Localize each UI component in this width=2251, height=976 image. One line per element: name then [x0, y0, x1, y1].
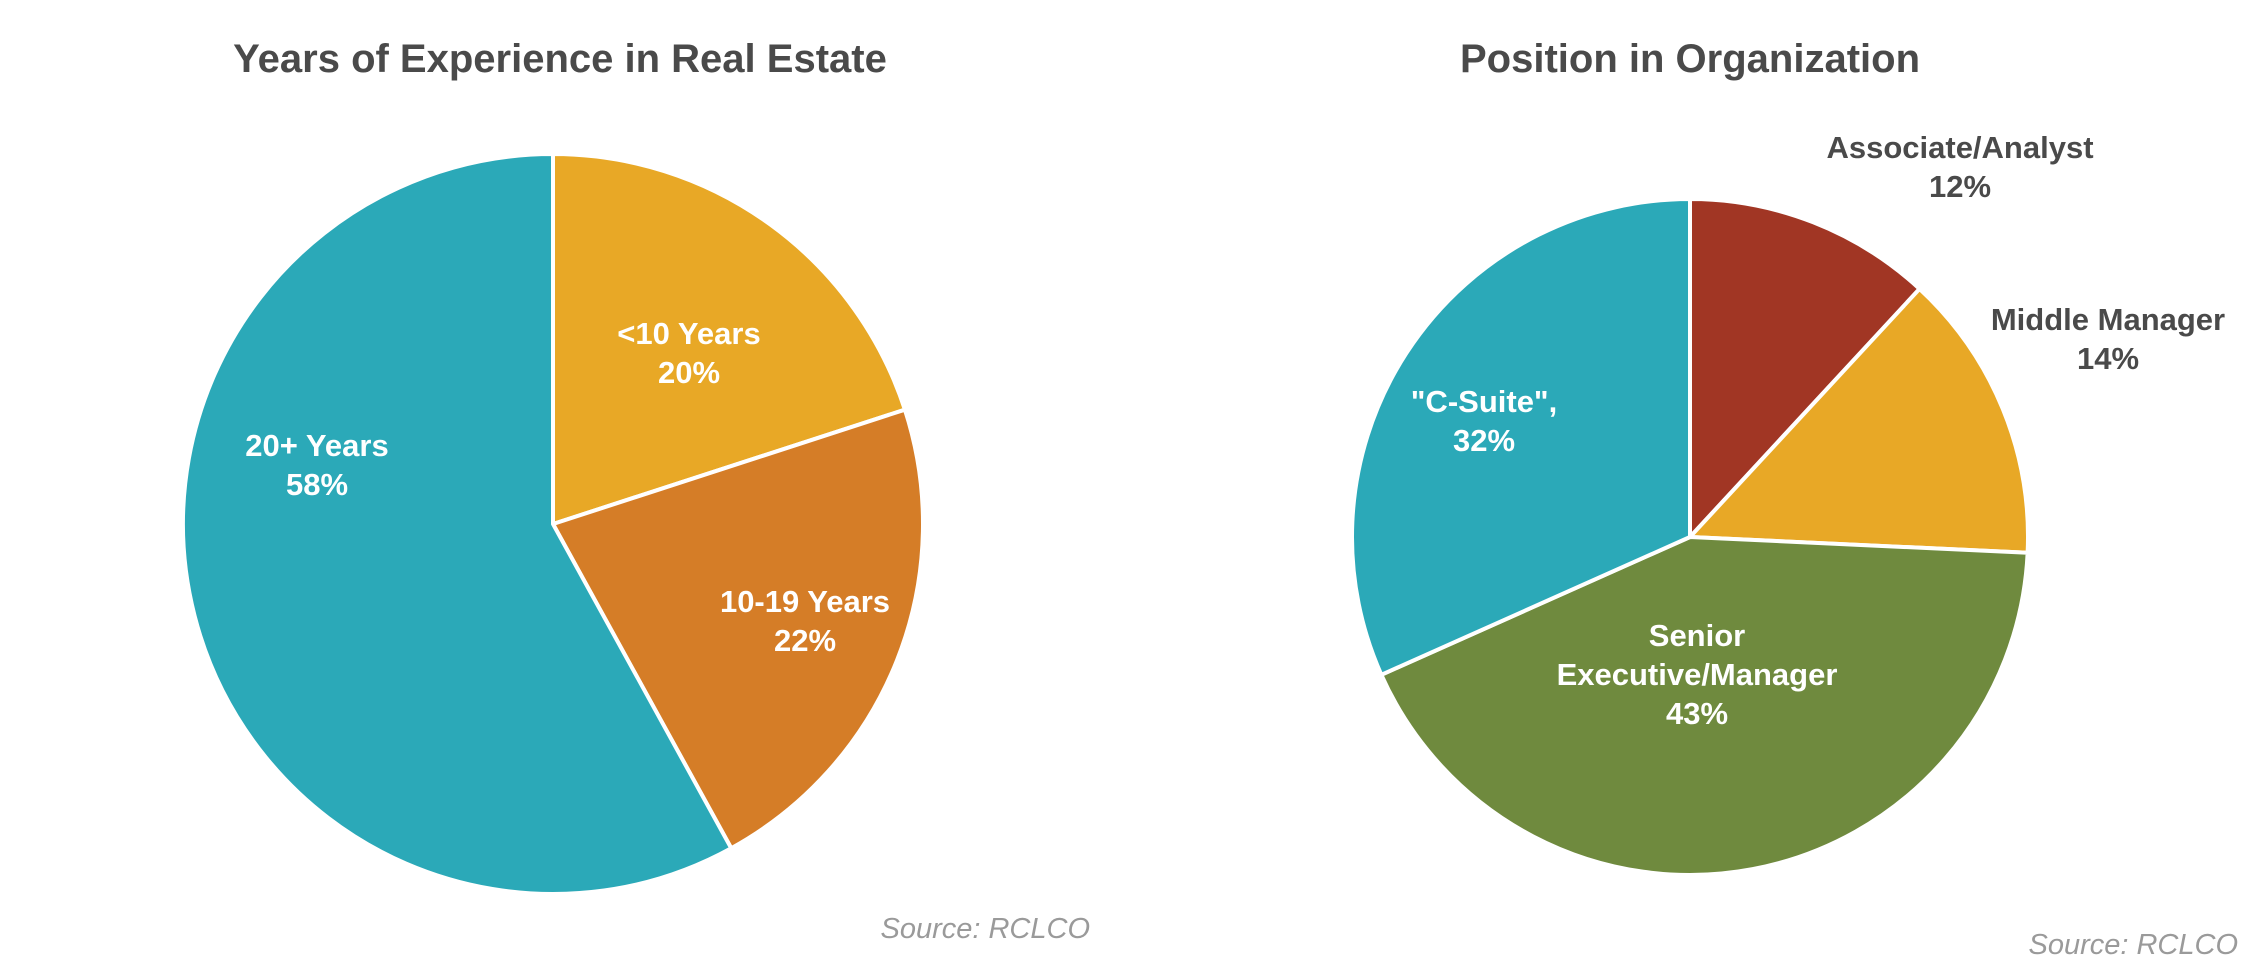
- position-pie-slices: [1350, 197, 2030, 877]
- position-pie-labels: Associate/Analyst 12% Middle Manager 14% Sen…: [1411, 130, 2225, 731]
- slice-label: 10-19 Years 22%: [720, 584, 890, 658]
- slice-label: Associate/Analyst 12%: [1826, 130, 2093, 204]
- chart-title: Years of Experience in Real Estate: [233, 37, 887, 81]
- pie-slice: [1379, 535, 2030, 877]
- experience-pie-chart: Years of Experience in Real Estate <10 Y…: [181, 37, 1090, 945]
- pie-slice: [1350, 197, 1692, 677]
- chart-title: Position in Organization: [1460, 37, 1920, 81]
- pie-slice: [551, 407, 925, 851]
- slice-label: <10 Years 20%: [617, 316, 760, 390]
- slice-label: "C-Suite", 32%: [1411, 384, 1558, 458]
- slice-label: Middle Manager 14%: [1991, 302, 2225, 376]
- slice-label: Senior Executive/Manager 43%: [1557, 618, 1838, 731]
- pie-slice: [551, 152, 907, 526]
- position-pie-chart: Position in Organization Associate/Analy…: [1350, 37, 2238, 961]
- source-note: Source: RCLCO: [2028, 929, 2238, 961]
- slice-label: 20+ Years 58%: [245, 428, 388, 502]
- experience-pie-slices: [181, 152, 925, 896]
- pie-slice: [1688, 197, 1922, 539]
- source-note: Source: RCLCO: [880, 913, 1090, 945]
- pie-slice: [1688, 286, 2030, 555]
- experience-pie-labels: <10 Years 20% 10-19 Years 22% 20+ Years 58%: [245, 316, 890, 658]
- pie-slice: [181, 152, 734, 896]
